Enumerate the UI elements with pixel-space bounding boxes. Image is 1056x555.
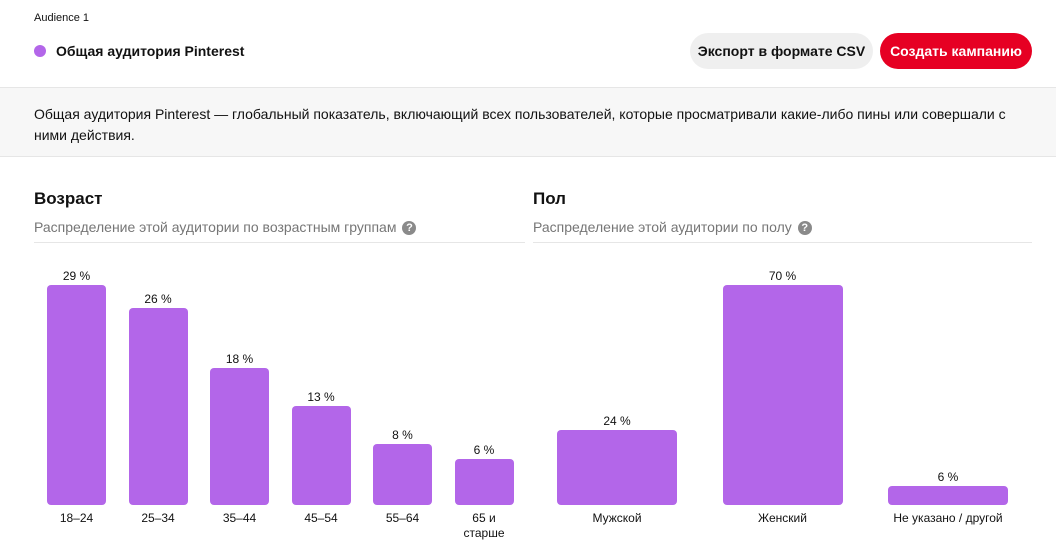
value-label: 13 % — [307, 390, 335, 405]
chart-title: Возраст — [34, 189, 103, 208]
bar — [210, 368, 269, 505]
audience-dot — [34, 45, 46, 57]
category-label: 65 и старше — [463, 511, 505, 540]
divider — [34, 242, 525, 243]
bar — [722, 285, 843, 505]
bar — [373, 444, 432, 505]
chart-subtitle: Распределение этой аудитории по возрастн… — [34, 219, 397, 235]
export-button[interactable]: Экспорт в формате CSV — [690, 33, 873, 69]
value-label: 29 % — [62, 269, 91, 283]
value-label: 6 % — [473, 443, 495, 458]
category-label: Женский — [758, 511, 807, 525]
bar — [888, 486, 1008, 505]
category-label: 45–54 — [304, 511, 338, 525]
value-label: 70 % — [768, 269, 797, 283]
chart-title: Пол — [533, 189, 566, 208]
value-label: 18 % — [225, 352, 254, 367]
category-label: 25–34 — [141, 511, 175, 525]
category-label: 35–44 — [222, 511, 257, 525]
bar — [557, 429, 677, 505]
bar — [291, 406, 351, 505]
value-label: 24 % — [603, 413, 631, 428]
age-chart: Возраст Распределение этой аудитории по … — [34, 180, 525, 550]
description: Общая аудитория Pinterest — глобальный п… — [34, 106, 1006, 143]
chart-subtitle-row: Распределение этой аудитории по полу? — [533, 219, 812, 235]
help-icon[interactable]: ? — [797, 221, 812, 235]
bar — [454, 459, 514, 505]
chart-subtitle-row: Распределение этой аудитории по возрастн… — [34, 219, 417, 235]
value-label: 26 % — [144, 291, 172, 306]
create-button[interactable]: Создать кампанию — [880, 33, 1032, 69]
gender-chart: Пол Распределение этой аудитории по полу… — [533, 180, 1032, 550]
help-icon[interactable]: ? — [402, 221, 417, 235]
bar — [47, 285, 106, 505]
category-label: Мужской — [592, 511, 642, 525]
value-label: 6 % — [937, 470, 959, 485]
chart-subtitle: Распределение этой аудитории по полу — [533, 219, 792, 235]
audience-label: Audience 1 — [34, 12, 90, 24]
bar — [128, 307, 188, 505]
divider — [533, 242, 1032, 243]
category-label: 18–24 — [59, 511, 94, 525]
description-band — [0, 87, 1056, 157]
category-label: 55–64 — [385, 511, 420, 525]
value-label: 8 % — [392, 428, 413, 443]
audience-name: Общая аудитория Pinterest — [56, 43, 245, 59]
category-label: Не указано / другой — [893, 511, 1003, 525]
